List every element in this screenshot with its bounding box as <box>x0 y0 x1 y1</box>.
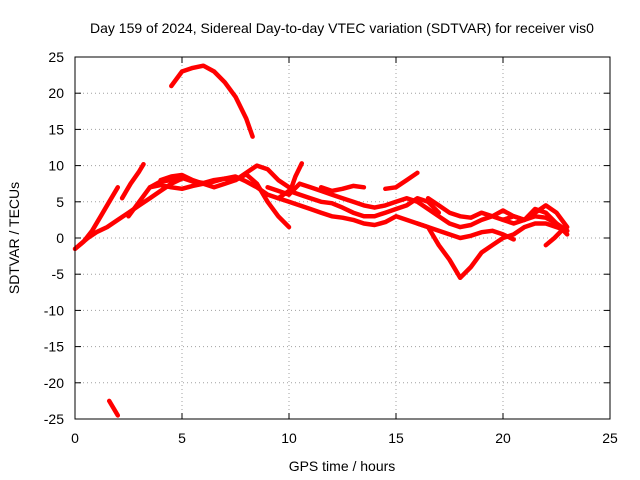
series-line-sat-c <box>119 161 146 201</box>
x-tick-label: 0 <box>71 430 79 446</box>
series-line-sat-h <box>265 181 570 234</box>
y-tick-label: 0 <box>56 230 64 246</box>
series-line-sat-o <box>500 203 570 230</box>
y-tick-label: -10 <box>44 302 64 318</box>
series-line-sat-p <box>543 227 566 248</box>
series-line-sat-i <box>276 195 516 242</box>
y-tick-label: 5 <box>56 194 64 210</box>
x-axis-label: GPS time / hours <box>289 458 396 474</box>
series-line-sat-q <box>106 398 121 418</box>
axis-ticks: 0 5 10 15 20 25 -25 -20 -15 -10 -5 0 5 10 15 20 25 <box>44 49 618 446</box>
y-tick-label: 15 <box>48 121 64 137</box>
y-tick-label: -20 <box>44 375 64 391</box>
grid-lines <box>75 57 610 419</box>
y-tick-label: 10 <box>48 158 64 174</box>
x-tick-label: 20 <box>495 430 511 446</box>
data-series <box>72 63 570 418</box>
y-tick-label: 25 <box>48 49 64 65</box>
series-line-sat-e <box>147 172 292 230</box>
y-axis-label: SDTVAR / TECUs <box>6 182 22 294</box>
y-tick-label: -15 <box>44 339 64 355</box>
plot-frame <box>74 56 611 420</box>
chart-title: Day 159 of 2024, Sidereal Day-to-day VTE… <box>90 20 594 36</box>
series-line-sat-j <box>286 161 305 197</box>
series-line-sat-g <box>169 63 255 139</box>
series-line-sat-k <box>318 183 367 194</box>
series-line-sat-f <box>158 172 442 219</box>
x-tick-label: 15 <box>388 430 404 446</box>
y-tick-label: 20 <box>48 85 64 101</box>
series-line-sat-l <box>383 170 420 192</box>
x-tick-label: 25 <box>602 430 618 446</box>
y-tick-label: -5 <box>52 266 65 282</box>
series-line-sat-a <box>72 185 121 252</box>
y-tick-label: -25 <box>44 411 64 427</box>
series-line-sat-n <box>425 195 570 237</box>
series-line-sat-m <box>415 221 570 281</box>
x-tick-label: 10 <box>281 430 297 446</box>
x-tick-label: 5 <box>178 430 186 446</box>
